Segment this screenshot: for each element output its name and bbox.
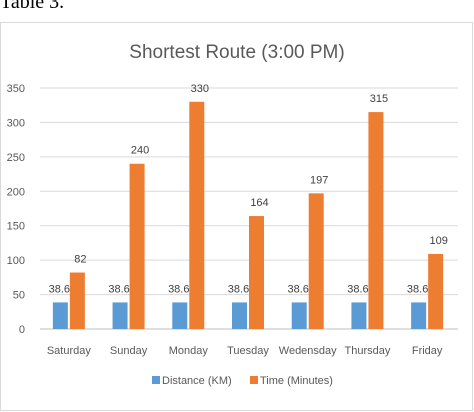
x-tick-label: Wedensday: [279, 345, 337, 357]
x-tick-label: Friday: [412, 345, 443, 357]
bar-distance: [351, 302, 367, 329]
y-tick-label: 150: [7, 221, 25, 233]
data-label: 315: [370, 93, 388, 105]
data-label: 38.6: [288, 283, 309, 295]
x-tick-label: Sunday: [110, 345, 148, 357]
y-tick-label: 100: [7, 255, 25, 267]
x-tick-label: Tuesday: [227, 345, 269, 357]
y-tick-label: 0: [19, 324, 25, 336]
bar-time: [69, 272, 85, 329]
y-tick-label: 350: [7, 83, 25, 95]
bar-time: [428, 253, 444, 329]
legend: Distance (KM) Time (Minutes): [152, 375, 333, 387]
bar-distance: [291, 302, 307, 329]
x-axis: Saturday Sunday Monday Tuesday Wedensday Thur…: [47, 345, 443, 357]
data-label: 109: [429, 235, 447, 247]
bar-time: [129, 163, 145, 329]
legend-label: Distance (KM): [162, 375, 232, 387]
table-caption: Table 3.: [0, 0, 65, 13]
bars: 38.6 82 38.6 240 38.6 330 38.6 164 38.6 197 38.6 31…: [49, 83, 448, 330]
data-label: 38.6: [347, 283, 368, 295]
bar-distance: [172, 302, 188, 329]
data-label: 240: [131, 145, 149, 157]
x-tick-label: Thursday: [344, 345, 390, 357]
bar-time: [249, 216, 264, 329]
data-label: 197: [310, 174, 328, 186]
data-label: 164: [250, 197, 268, 209]
y-tick-label: 300: [7, 117, 25, 129]
y-axis: 0 50 100 150 200 250 300 350: [7, 83, 25, 336]
bar-distance: [112, 302, 128, 329]
chart-title: Shortest Route (3:00 PM): [129, 42, 344, 63]
bar-time: [308, 193, 324, 329]
bar-time: [368, 112, 384, 329]
y-tick-label: 250: [7, 152, 25, 164]
data-label: 82: [74, 254, 86, 266]
legend-swatch: [250, 376, 258, 384]
bar-distance: [411, 302, 427, 329]
legend-label: Time (Minutes): [260, 375, 333, 387]
bar-distance: [232, 302, 247, 329]
data-label: 38.6: [228, 283, 249, 295]
bar-distance: [52, 302, 68, 329]
data-label: 38.6: [168, 283, 189, 295]
data-label: 330: [191, 83, 209, 95]
data-label: 38.6: [49, 283, 70, 295]
x-tick-label: Monday: [169, 345, 209, 357]
data-label: 38.6: [108, 283, 129, 295]
y-tick-label: 200: [7, 186, 25, 198]
legend-swatch: [152, 376, 160, 384]
chart-frame: [0, 22, 473, 411]
bar-time: [189, 101, 205, 330]
data-label: 38.6: [407, 283, 428, 295]
y-tick-label: 50: [13, 290, 25, 302]
x-tick-label: Saturday: [47, 345, 92, 357]
